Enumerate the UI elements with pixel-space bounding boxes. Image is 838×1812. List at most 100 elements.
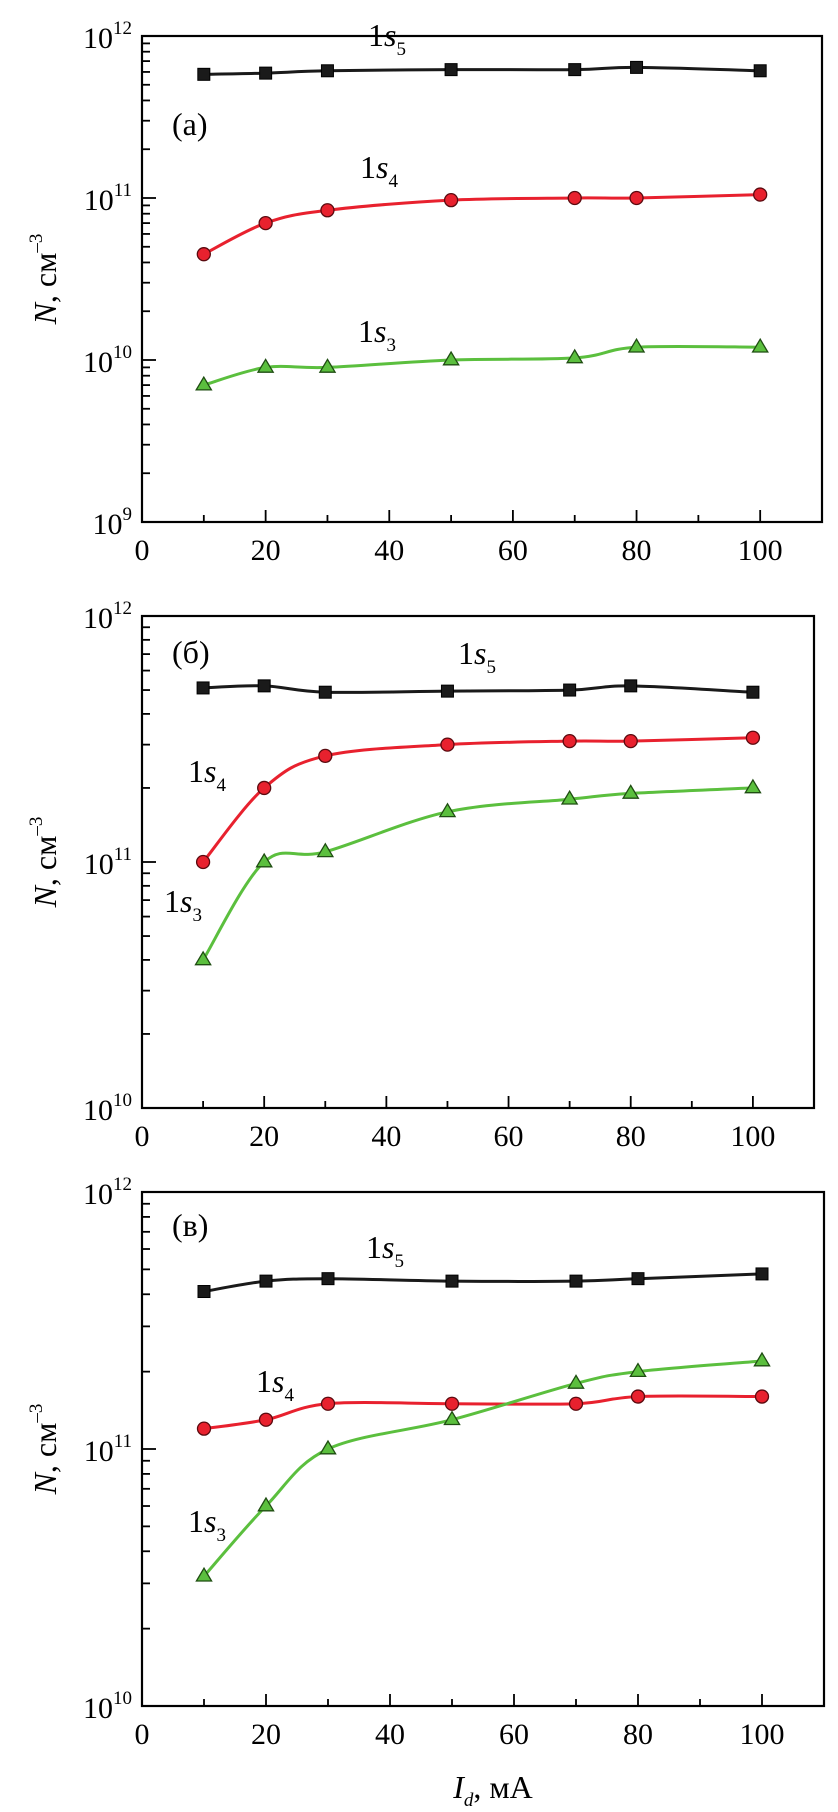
data-point bbox=[562, 733, 577, 749]
data-point bbox=[631, 1272, 645, 1286]
series-label: 1s3 bbox=[164, 883, 202, 926]
x-tick-label: 40 bbox=[374, 534, 404, 567]
x-tick-label: 20 bbox=[249, 1120, 279, 1153]
x-tick-label: 80 bbox=[622, 534, 652, 567]
x-tick-label: 40 bbox=[375, 1718, 405, 1751]
series-line bbox=[203, 684, 753, 694]
data-point bbox=[744, 778, 762, 794]
data-point bbox=[320, 64, 334, 78]
data-point bbox=[569, 1274, 583, 1288]
y-tick-label: 1010 bbox=[83, 1688, 132, 1725]
x-tick-label: 40 bbox=[371, 1120, 401, 1153]
series-label: 1s5 bbox=[458, 635, 496, 678]
series-1s5: 1s5 bbox=[197, 1229, 769, 1299]
panel-3: 0 20 40 60 80 100 1010 1011 1012 N, см–3 Id, мА (в)… bbox=[26, 1174, 826, 1811]
series-label: 1s4 bbox=[256, 1363, 294, 1406]
data-point bbox=[257, 1496, 275, 1512]
data-point bbox=[197, 67, 211, 81]
data-point bbox=[197, 1285, 211, 1299]
y-tick-label: 1012 bbox=[83, 1174, 132, 1211]
data-point bbox=[443, 1410, 461, 1426]
x-tick-label: 0 bbox=[135, 1120, 150, 1153]
series-label: 1s4 bbox=[188, 753, 226, 796]
y-tick-label: 1012 bbox=[83, 598, 132, 635]
x-tick-label: 0 bbox=[135, 534, 150, 567]
y-tick-label: 109 bbox=[93, 504, 133, 541]
data-point bbox=[442, 350, 460, 366]
x-tick-label: 60 bbox=[498, 534, 528, 567]
data-point bbox=[438, 802, 457, 818]
data-point bbox=[259, 1274, 273, 1288]
y-tick-label: 1011 bbox=[84, 844, 132, 881]
data-point bbox=[195, 1566, 213, 1582]
data-point bbox=[629, 190, 644, 206]
data-point bbox=[195, 854, 211, 870]
series-label: 1s5 bbox=[366, 1229, 404, 1272]
series-line bbox=[203, 344, 761, 387]
plot-frame bbox=[140, 34, 824, 524]
data-point bbox=[444, 1396, 460, 1411]
data-point bbox=[318, 748, 333, 764]
data-point bbox=[753, 187, 768, 202]
data-point bbox=[630, 60, 644, 74]
data-point bbox=[568, 63, 582, 77]
data-point bbox=[629, 1362, 647, 1378]
x-tick-label: 100 bbox=[730, 1120, 775, 1153]
series-label: 1s3 bbox=[188, 1503, 226, 1546]
series-label: 1s5 bbox=[368, 17, 406, 60]
data-point bbox=[196, 247, 211, 262]
x-tick-label: 100 bbox=[740, 1718, 785, 1751]
data-point bbox=[257, 679, 271, 693]
y-axis-title: N, см–3 bbox=[26, 234, 63, 326]
series-1s3: 1s3 bbox=[164, 778, 762, 966]
data-point bbox=[440, 737, 455, 752]
data-point bbox=[320, 1396, 336, 1411]
y-tick-label: 1010 bbox=[83, 342, 132, 379]
series-line bbox=[203, 193, 761, 256]
x-tick-label: 100 bbox=[738, 534, 783, 567]
series-line bbox=[201, 736, 753, 863]
series-1s3: 1s3 bbox=[188, 1351, 771, 1582]
panel-1: 0 20 40 60 80 100 109 1010 1011 1012 N, см–3 (a) 1s5… bbox=[26, 17, 824, 567]
series-1s4: 1s4 bbox=[196, 149, 768, 262]
data-point bbox=[258, 215, 273, 231]
panel-label: (a) bbox=[172, 106, 208, 142]
data-point bbox=[320, 203, 335, 218]
x-tick-label: 20 bbox=[251, 534, 281, 567]
y-axis-title: N, см–3 bbox=[26, 817, 63, 909]
data-point bbox=[746, 685, 760, 699]
x-tick-label: 60 bbox=[499, 1718, 529, 1751]
data-point bbox=[318, 685, 332, 699]
data-point bbox=[753, 1351, 771, 1367]
data-point bbox=[444, 63, 458, 77]
data-point bbox=[256, 358, 275, 373]
series-line bbox=[201, 786, 753, 961]
data-point bbox=[195, 375, 213, 391]
x-tick-label: 20 bbox=[251, 1718, 281, 1751]
series-1s4: 1s4 bbox=[188, 730, 761, 870]
x-tick-label: 0 bbox=[135, 1718, 150, 1751]
data-point bbox=[443, 192, 459, 208]
series-1s4: 1s4 bbox=[196, 1363, 770, 1436]
data-point bbox=[194, 950, 212, 966]
data-point bbox=[319, 1439, 337, 1455]
data-point bbox=[445, 1274, 459, 1288]
data-point bbox=[567, 190, 582, 206]
data-point bbox=[623, 733, 638, 749]
data-point bbox=[755, 1267, 769, 1281]
series-label: 1s4 bbox=[360, 149, 398, 192]
data-point bbox=[196, 681, 210, 695]
y-tick-label: 1011 bbox=[84, 1431, 132, 1468]
data-point bbox=[751, 337, 769, 353]
data-point bbox=[259, 66, 273, 80]
data-point bbox=[318, 358, 337, 373]
series-1s5: 1s5 bbox=[196, 635, 760, 699]
data-point bbox=[563, 683, 577, 697]
panel-2: 0 20 40 60 80 100 1010 1011 1012 N, см–3 (б) 1s5 1s4… bbox=[26, 598, 816, 1153]
series-line bbox=[203, 65, 761, 76]
y-tick-label: 1010 bbox=[83, 1090, 132, 1127]
data-point bbox=[624, 679, 638, 693]
series-1s5: 1s5 bbox=[197, 17, 767, 81]
x-tick-label: 80 bbox=[616, 1120, 646, 1153]
